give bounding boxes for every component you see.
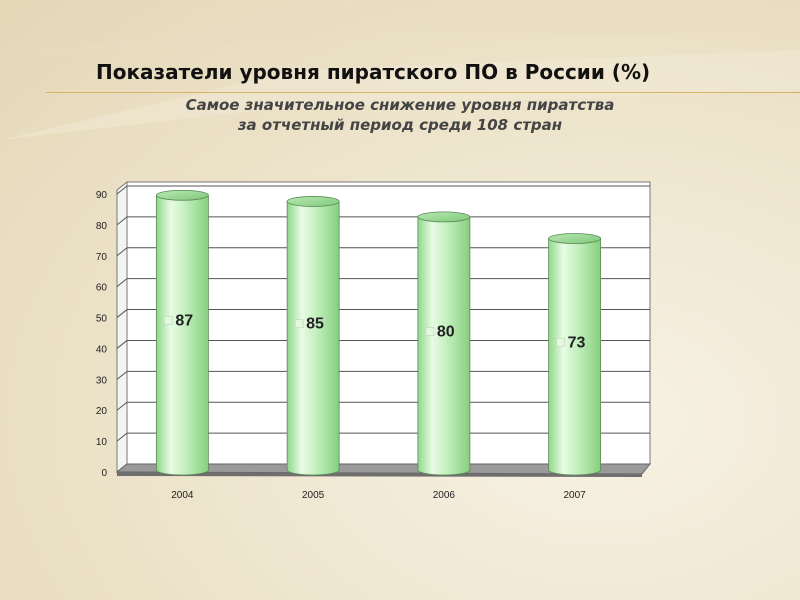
data-label-marker — [164, 316, 173, 325]
slide-subtitle: Самое значительное снижение уровня пират… — [100, 95, 700, 135]
chart-floor-edge — [117, 472, 642, 477]
gridline-side — [116, 309, 128, 318]
x-tick-label: 2004 — [171, 490, 194, 501]
gridline-side — [116, 370, 128, 380]
data-label-marker — [556, 337, 565, 347]
y-tick-label: 10 — [96, 437, 108, 448]
y-tick-label: 40 — [96, 344, 108, 355]
y-tick-label: 60 — [96, 283, 108, 294]
chart-side-wall — [116, 180, 128, 474]
data-label-marker — [294, 319, 304, 329]
data-label: 73 — [568, 334, 586, 351]
bar-top-2007 — [548, 233, 602, 244]
gridline-side — [116, 432, 128, 442]
gridline-side — [116, 185, 128, 195]
x-tick-label: 2007 — [564, 490, 587, 501]
bar-top-2004 — [155, 189, 209, 201]
y-tick-label: 80 — [96, 221, 108, 232]
gridline-side — [116, 216, 128, 226]
bar-top-2006 — [417, 211, 471, 223]
gridline-side — [116, 247, 128, 257]
x-tick-label: 2005 — [302, 490, 325, 501]
bar-top-2005 — [286, 196, 340, 207]
subtitle-line-1: Самое значительное снижение уровня пират… — [185, 96, 615, 114]
y-tick-label: 0 — [101, 468, 107, 479]
data-label: 87 — [175, 313, 193, 330]
subtitle-line-2: за отчетный период среди 108 стран — [237, 116, 563, 134]
bar-2007 — [548, 238, 602, 476]
bar-2006 — [417, 216, 471, 476]
data-label: 80 — [437, 323, 455, 340]
slide-title: Показатели уровня пиратского ПО в России… — [96, 60, 651, 84]
y-tick-label: 30 — [96, 375, 108, 386]
bar-2004 — [155, 194, 209, 476]
y-tick-label: 90 — [96, 190, 108, 201]
y-tick-label: 20 — [96, 406, 108, 417]
plot-area: 0 10 20 30 40 50 60 70 80 90 87 2004 85 2005 80 2006 73 2… — [96, 180, 652, 501]
x-tick-label: 2006 — [433, 490, 456, 501]
y-tick-label: 70 — [96, 252, 108, 263]
gridline-side — [116, 401, 128, 411]
title-underline — [46, 92, 800, 93]
y-tick-label: 50 — [96, 314, 108, 325]
data-label-marker — [425, 327, 435, 336]
gridline-side — [116, 278, 128, 288]
gridline-side — [116, 340, 128, 349]
data-label: 85 — [306, 316, 324, 333]
bar-2005 — [286, 201, 340, 476]
